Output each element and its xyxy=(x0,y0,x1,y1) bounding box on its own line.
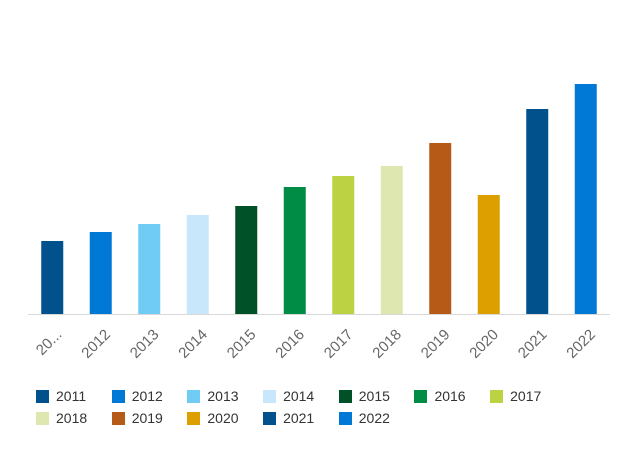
legend-item-2017[interactable]: 2017 xyxy=(490,388,566,404)
legend-label: 2015 xyxy=(358,388,390,404)
legend-item-2022[interactable]: 2022 xyxy=(338,410,415,426)
bar-2017[interactable] xyxy=(332,176,355,314)
legend-label: 2020 xyxy=(207,410,239,426)
x-tick-label: 20... xyxy=(33,326,66,359)
x-tick-label: 2016 xyxy=(272,326,308,362)
legend-label: 2018 xyxy=(56,410,88,426)
legend-item-2014[interactable]: 2014 xyxy=(263,388,339,404)
legend-item-2012[interactable]: 2012 xyxy=(111,388,188,404)
x-tick-label: 2015 xyxy=(224,326,260,362)
legend-item-2020[interactable]: 2020 xyxy=(187,410,263,426)
legend-swatch xyxy=(36,411,49,425)
x-tick-label: 2022 xyxy=(563,326,599,362)
bar-2012[interactable] xyxy=(89,232,112,314)
legend-item-2021[interactable]: 2021 xyxy=(263,410,339,426)
legend-swatch xyxy=(111,411,125,425)
legend-swatch xyxy=(187,411,201,425)
legend-item-2019[interactable]: 2019 xyxy=(111,410,188,426)
x-tick-label: 2021 xyxy=(515,326,551,362)
x-tick-label: 2017 xyxy=(321,326,357,362)
bar-chart: 20... 2012 2013 2014 2015 2016 2017 2018 2019 202… xyxy=(28,84,610,362)
legend-label: 2021 xyxy=(283,410,315,426)
legend-label: 2012 xyxy=(131,388,163,404)
legend-swatch xyxy=(338,389,352,403)
legend-label: 2016 xyxy=(434,388,466,404)
legend-swatch xyxy=(490,389,504,403)
legend-swatch xyxy=(111,389,125,403)
legend-swatch xyxy=(338,411,352,425)
bar-2019[interactable] xyxy=(429,143,452,314)
bar-2021[interactable] xyxy=(526,109,549,314)
legend-label: 2022 xyxy=(358,410,390,426)
legend-item-2011[interactable]: 2011 xyxy=(36,388,112,404)
bar-2018[interactable] xyxy=(380,166,403,314)
bar-2014[interactable] xyxy=(186,215,209,314)
legend-label: 2019 xyxy=(131,410,163,426)
legend-label: 2014 xyxy=(283,388,315,404)
bar-2016[interactable] xyxy=(283,187,306,314)
bar-2020[interactable] xyxy=(477,195,500,314)
legend-item-2018[interactable]: 2018 xyxy=(36,410,112,426)
legend-swatch xyxy=(263,411,277,425)
bar-2015[interactable] xyxy=(235,206,258,314)
bar-2011[interactable] xyxy=(41,241,64,314)
bar-2013[interactable] xyxy=(138,224,161,314)
legend-swatch xyxy=(414,389,428,403)
legend-swatch xyxy=(36,389,49,403)
x-tick-label: 2020 xyxy=(466,326,502,362)
x-tick-label: 2019 xyxy=(418,326,454,362)
legend-label: 2011 xyxy=(56,388,87,404)
legend-swatch xyxy=(263,389,277,403)
x-tick-label: 2014 xyxy=(175,326,211,362)
legend-item-2015[interactable]: 2015 xyxy=(338,388,415,404)
legend-label: 2017 xyxy=(510,388,542,404)
bar-2022[interactable] xyxy=(574,84,597,314)
legend-swatch xyxy=(187,389,201,403)
x-tick-label: 2018 xyxy=(369,326,405,362)
x-tick-label: 2012 xyxy=(78,326,114,362)
legend-item-2013[interactable]: 2013 xyxy=(187,388,263,404)
x-tick-label: 2013 xyxy=(127,326,163,362)
legend-item-2016[interactable]: 2016 xyxy=(414,388,490,404)
chart-legend: 2011 2012 2013 2014 2015 2016 2017 2018 2019 2020… xyxy=(36,388,626,426)
legend-label: 2013 xyxy=(207,388,239,404)
